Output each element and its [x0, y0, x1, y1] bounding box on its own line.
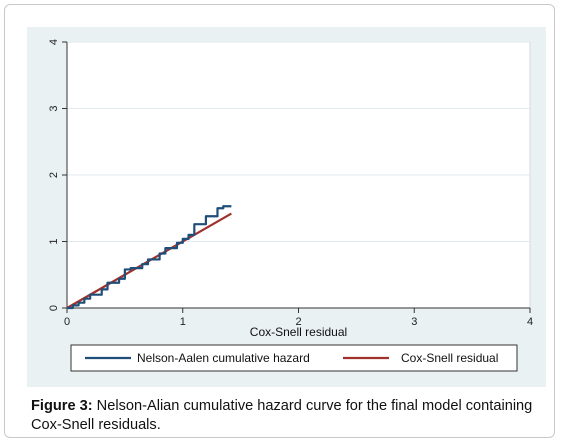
legend-box: [70, 344, 518, 372]
figure-caption: Figure 3: Nelson-Alian cumulative hazard…: [31, 397, 551, 435]
x-tick-label: 1: [180, 316, 186, 328]
x-axis-title: Cox-Snell residual: [250, 325, 347, 339]
y-tick-label: 4: [48, 39, 60, 45]
figure-frame: 0 1 2 3 4 0 1 2 3 4 Cox-Snell residual Nelson-Aalen…: [4, 4, 555, 438]
caption-text: Nelson-Alian cumulative hazard curve for…: [31, 398, 533, 433]
x-tick-label: 2: [295, 316, 301, 328]
legend-label: Nelson-Aalen cumulative hazard: [137, 351, 310, 365]
y-tick-label: 0: [48, 305, 60, 311]
y-tick-label: 2: [48, 172, 60, 178]
y-tick-label: 1: [48, 238, 60, 244]
x-tick-label: 0: [64, 316, 70, 328]
x-tick-label: 4: [527, 316, 533, 328]
caption-label: Figure 3:: [31, 398, 93, 414]
chart-panel: 0 1 2 3 4 0 1 2 3 4 Cox-Snell residual Nelson-Aalen…: [27, 27, 546, 387]
series-line-cox-snell-residual: [66, 212, 232, 309]
legend-label: Cox-Snell residual: [401, 351, 498, 365]
chart-svg: 0 1 2 3 4 0 1 2 3 4 Cox-Snell residual Nelson-Aalen…: [48, 39, 533, 372]
x-tick-label: 3: [411, 316, 417, 328]
y-tick-label: 3: [48, 105, 60, 111]
series-line-nelson-aalen-cumulative-hazard: [67, 205, 232, 310]
